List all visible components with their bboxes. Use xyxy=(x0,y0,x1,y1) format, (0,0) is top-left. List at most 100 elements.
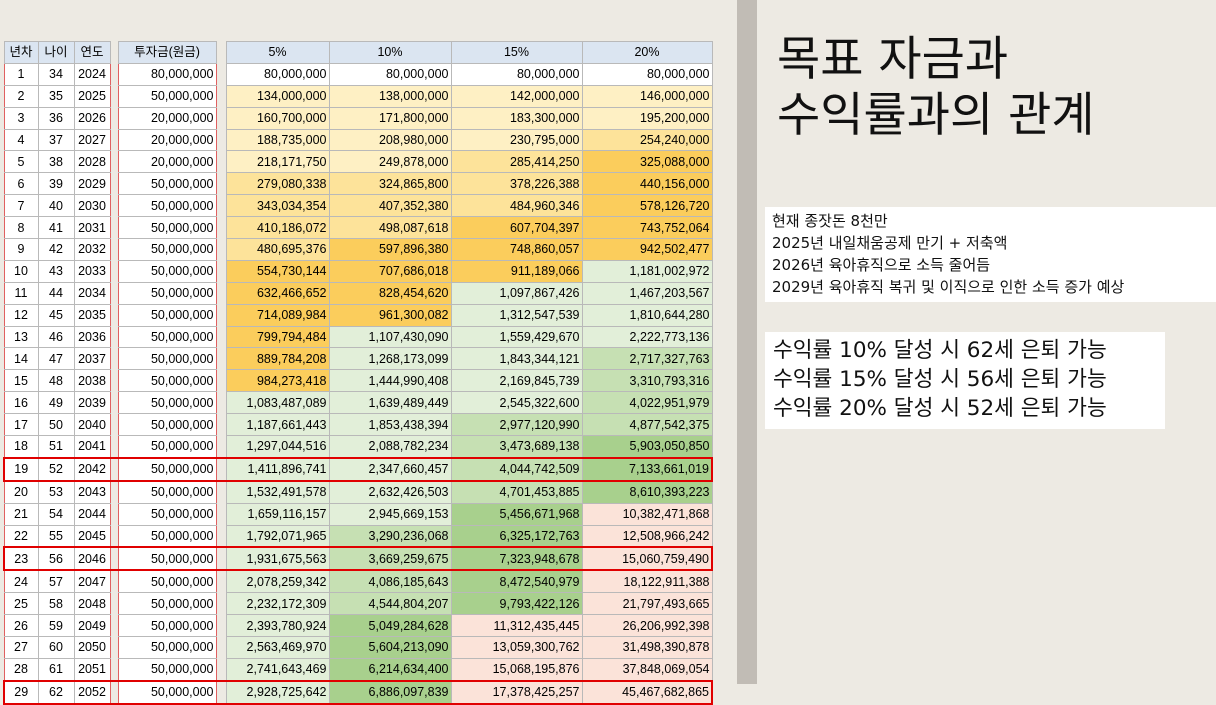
cell-r10: 5,604,213,090 xyxy=(328,636,452,659)
table-row: 26 59 2049 50,000,000 2,393,780,924 5,049,284… xyxy=(3,614,713,638)
cell-age: 53 xyxy=(37,480,75,504)
spacer xyxy=(110,456,118,482)
cell-inv: 50,000,000 xyxy=(117,259,217,283)
cell-year: 2039 xyxy=(73,391,111,415)
cell-n: 2 xyxy=(3,84,39,108)
table-row: 17 50 2040 50,000,000 1,187,661,443 1,853,438… xyxy=(3,413,713,437)
spacer xyxy=(110,658,118,681)
cell-year: 2044 xyxy=(73,502,111,526)
cell-r10: 1,853,438,394 xyxy=(328,413,452,437)
table-row: 23 56 2046 50,000,000 1,931,675,563 3,669,259… xyxy=(3,546,713,572)
cell-r20: 5,903,050,850 xyxy=(581,435,713,459)
cell-r5: 2,563,469,970 xyxy=(225,636,330,659)
spacer xyxy=(110,413,118,436)
cell-r5: 1,411,896,741 xyxy=(225,456,330,482)
spacer xyxy=(216,525,226,548)
spacer xyxy=(216,150,226,173)
notes-box: 현재 종잣돈 8천만 2025년 내일채움공제 만기 + 저축액 2026년 육… xyxy=(765,207,1216,302)
table-row: 6 39 2029 50,000,000 279,080,338 324,865,800 3… xyxy=(3,172,713,196)
cell-inv: 50,000,000 xyxy=(117,502,217,526)
col-header-year: 연도 xyxy=(73,41,111,64)
table-row: 28 61 2051 50,000,000 2,741,643,469 6,214,634… xyxy=(3,657,713,682)
cell-age: 56 xyxy=(37,546,75,572)
cell-inv: 20,000,000 xyxy=(117,150,217,174)
cell-r5: 2,078,259,342 xyxy=(225,569,330,594)
spacer xyxy=(216,456,226,482)
cell-r10: 498,087,618 xyxy=(328,216,452,240)
cell-age: 59 xyxy=(37,614,75,638)
table-row: 22 55 2045 50,000,000 1,792,071,965 3,290,236… xyxy=(3,524,713,548)
cell-r5: 554,730,144 xyxy=(225,259,330,283)
table-row: 1 34 2024 80,000,000 80,000,000 80,000,000 80,… xyxy=(3,62,713,86)
cell-r10: 1,107,430,090 xyxy=(328,325,452,349)
cell-n: 8 xyxy=(3,216,39,240)
spacer xyxy=(216,304,226,327)
spacer xyxy=(216,614,226,637)
cell-r15: 1,843,344,121 xyxy=(450,347,583,371)
cell-n: 14 xyxy=(3,347,39,371)
cell-r5: 2,232,172,309 xyxy=(225,592,330,616)
table-row: 8 41 2031 50,000,000 410,186,072 498,087,618 6… xyxy=(3,216,713,240)
cell-r10: 80,000,000 xyxy=(328,62,452,86)
cell-r10: 2,347,660,457 xyxy=(328,456,452,482)
goals-box: 수익률 10% 달성 시 62세 은퇴 가능 수익률 15% 달성 시 56세 … xyxy=(765,332,1165,429)
cell-r5: 1,532,491,578 xyxy=(225,480,330,504)
cell-age: 43 xyxy=(37,259,75,283)
cell-inv: 50,000,000 xyxy=(117,657,217,682)
cell-year: 2037 xyxy=(73,347,111,371)
table-row: 2 35 2025 50,000,000 134,000,000 138,000,000 1… xyxy=(3,84,713,108)
cell-inv: 50,000,000 xyxy=(117,216,217,240)
cell-r20: 195,200,000 xyxy=(581,106,713,130)
spacer xyxy=(216,282,226,305)
cell-r20: 12,508,966,242 xyxy=(581,524,713,548)
cell-year: 2045 xyxy=(73,524,111,548)
cell-r20: 440,156,000 xyxy=(581,172,713,196)
table-row: 16 49 2039 50,000,000 1,083,487,089 1,639,489… xyxy=(3,391,713,415)
cell-year: 2048 xyxy=(73,592,111,616)
cell-year: 2052 xyxy=(73,679,111,705)
cell-year: 2049 xyxy=(73,614,111,638)
cell-r15: 378,226,388 xyxy=(450,172,583,196)
spacer xyxy=(110,304,118,327)
cell-n: 1 xyxy=(3,62,39,86)
spacer xyxy=(110,172,118,195)
spacer xyxy=(216,107,226,130)
cell-n: 19 xyxy=(3,456,39,482)
cell-age: 55 xyxy=(37,524,75,548)
cell-r5: 1,187,661,443 xyxy=(225,413,330,437)
spacer xyxy=(216,413,226,436)
cell-inv: 50,000,000 xyxy=(117,592,217,616)
table-row: 18 51 2041 50,000,000 1,297,044,516 2,088,782… xyxy=(3,435,713,459)
cell-r10: 138,000,000 xyxy=(328,84,452,108)
cell-n: 10 xyxy=(3,259,39,283)
cell-r15: 748,860,057 xyxy=(450,238,583,261)
spreadsheet-area: 년차 나이 연도 투자금(원금) 5% 10% 15% 20% 1 34 2024 8… xyxy=(3,41,713,705)
cell-year: 2032 xyxy=(73,238,111,261)
cell-r10: 5,049,284,628 xyxy=(328,614,452,638)
cell-inv: 20,000,000 xyxy=(117,106,217,130)
retirement-table: 년차 나이 연도 투자금(원금) 5% 10% 15% 20% 1 34 2024 8… xyxy=(3,41,713,705)
table-row: 29 62 2052 50,000,000 2,928,725,642 6,886,097… xyxy=(3,679,713,705)
cell-inv: 50,000,000 xyxy=(117,413,217,437)
cell-r15: 285,414,250 xyxy=(450,150,583,174)
cell-r15: 230,795,000 xyxy=(450,128,583,152)
page-title: 목표 자금과 수익률과의 관계 xyxy=(777,32,1095,144)
cell-r15: 4,044,742,509 xyxy=(450,456,583,482)
spacer xyxy=(216,347,226,370)
cell-r10: 707,686,018 xyxy=(328,259,452,283)
cell-year: 2028 xyxy=(73,150,111,174)
cell-inv: 50,000,000 xyxy=(117,524,217,548)
spacer xyxy=(216,85,226,108)
cell-year: 2051 xyxy=(73,657,111,682)
cell-age: 46 xyxy=(37,325,75,349)
cell-r20: 743,752,064 xyxy=(581,216,713,240)
cell-n: 17 xyxy=(3,413,39,437)
cell-r15: 484,960,346 xyxy=(450,194,583,218)
cell-r20: 15,060,759,490 xyxy=(581,546,713,572)
cell-inv: 50,000,000 xyxy=(117,303,217,327)
cell-r10: 171,800,000 xyxy=(328,106,452,130)
spacer xyxy=(110,63,118,86)
spacer xyxy=(216,658,226,681)
cell-r10: 3,669,259,675 xyxy=(328,546,452,572)
cell-r15: 2,169,845,739 xyxy=(450,369,583,393)
